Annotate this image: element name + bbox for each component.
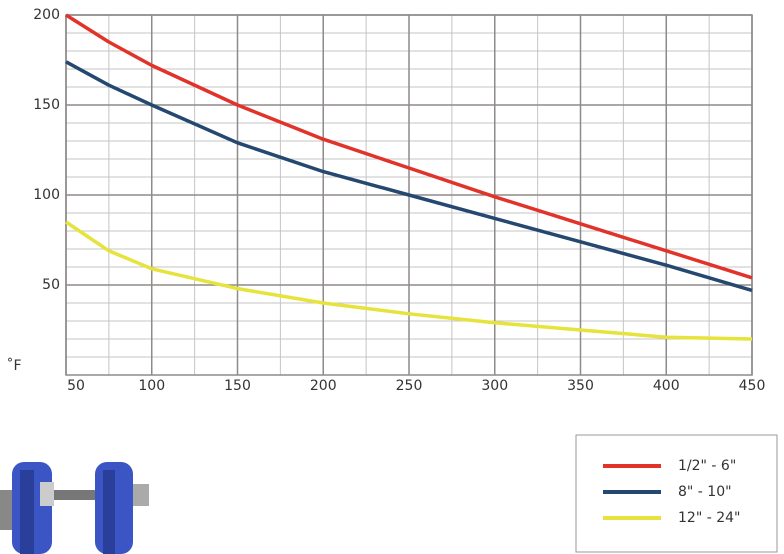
y-tick-label: 100 [33,187,60,203]
x-tick-label: 400 [653,378,680,394]
data-line [65,13,753,280]
x-tick-label: 350 [567,378,594,394]
y-axis-label: ˚F [6,357,21,374]
legend-label: 8" - 10" [678,484,732,500]
plot-frame [65,14,753,376]
y-tick-label: 150 [33,97,60,113]
x-tick-label: 50 [67,378,85,394]
data-line [65,220,753,341]
legend-label: 12" - 24" [678,510,740,526]
data-line [65,60,753,293]
x-tick-label: 300 [481,378,508,394]
x-tick-label: 200 [310,378,337,394]
x-tick-label: 450 [739,378,766,394]
y-tick-label: 50 [42,277,60,293]
x-tick-label: 150 [224,378,251,394]
x-tick-label: 100 [138,378,165,394]
clamp-image [0,462,150,554]
x-tick-label: 250 [396,378,423,394]
legend-label: 1/2" - 6" [678,458,736,474]
y-tick-label: 200 [33,7,60,23]
